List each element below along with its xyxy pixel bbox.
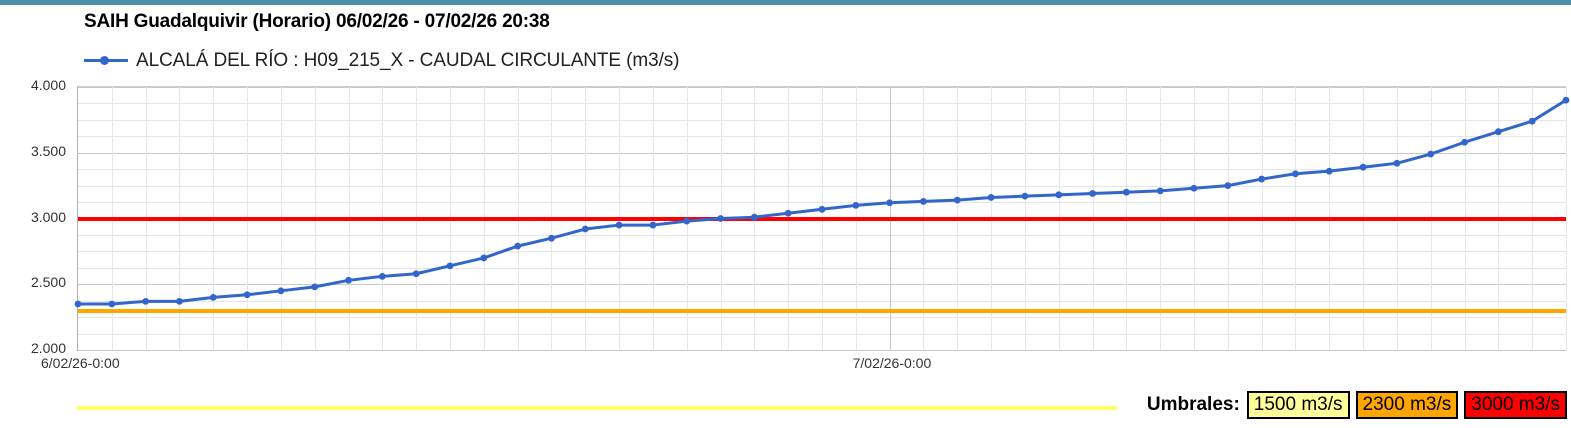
data-point-marker: [1021, 192, 1029, 200]
x-axis-tick-label: 7/02/26-0:00: [852, 355, 932, 371]
y-axis-tick-label: 3.500: [30, 142, 66, 159]
data-point-marker: [1325, 167, 1333, 175]
data-point-marker: [717, 215, 724, 222]
data-point-marker: [1292, 170, 1299, 178]
data-point-marker: [581, 225, 589, 233]
y-axis-tick-label: 3.000: [30, 208, 66, 225]
data-point-marker: [243, 291, 251, 299]
top-accent-bar: [0, 0, 1571, 5]
data-point-marker: [886, 199, 894, 207]
umbral-2300-line: [78, 308, 1566, 313]
data-point-marker: [277, 287, 285, 295]
data-point-marker: [615, 221, 623, 229]
y-axis-tick-label: 4.000: [30, 77, 66, 93]
data-point-marker: [1190, 184, 1198, 192]
data-point-marker: [920, 198, 927, 205]
data-point-marker: [1089, 190, 1096, 197]
data-point-marker: [1055, 191, 1063, 199]
series-polyline: [76, 98, 1568, 306]
data-point-marker: [446, 262, 454, 270]
threshold-badge-3000: 3000 m3/s: [1464, 390, 1567, 420]
data-point-marker: [514, 242, 522, 250]
data-point-marker: [345, 276, 352, 284]
data-point-marker: [1156, 187, 1164, 195]
umbral-3000-line: [78, 216, 1566, 221]
data-point-marker: [649, 221, 657, 229]
data-point-marker: [1258, 175, 1266, 183]
data-point-marker: [1461, 138, 1468, 146]
data-point-marker: [1494, 128, 1502, 136]
page-title: SAIH Guadalquivir (Horario) 06/02/26 - 0…: [84, 11, 550, 32]
data-point-marker: [311, 283, 319, 291]
plot-area: [74, 86, 1570, 351]
data-point-marker: [953, 196, 961, 204]
data-point-marker: [1562, 96, 1570, 104]
data-point-marker: [818, 205, 826, 213]
data-point-marker: [1359, 163, 1367, 171]
data-point-marker: [548, 234, 555, 242]
legend-line-marker-icon: [84, 54, 128, 68]
data-point-marker: [784, 209, 792, 217]
data-point-marker: [480, 254, 488, 262]
data-point-marker: [1122, 188, 1130, 196]
umbral-1500-line: [77, 406, 1117, 410]
threshold-badge-2300: 2300 m3/s: [1355, 390, 1459, 420]
thresholds-legend-label: Umbrales:: [1146, 394, 1240, 415]
gridline-minor-vertical: [1566, 87, 1567, 350]
gridline-major-horizontal: [78, 350, 1566, 351]
data-point-marker: [378, 272, 386, 280]
data-point-marker: [1427, 150, 1435, 158]
data-point-marker: [987, 194, 995, 201]
data-point-marker: [108, 300, 116, 308]
data-point-marker: [852, 201, 860, 209]
series-line-layer: [74, 96, 1570, 308]
data-point-marker: [142, 297, 150, 305]
series-legend: ALCALÁ DEL RÍO : H09_215_X - CAUDAL CIRC…: [84, 50, 680, 72]
y-axis-tick-label: 2.500: [30, 274, 66, 291]
data-point-marker: [412, 270, 420, 278]
data-point-marker: [74, 300, 82, 308]
data-point-marker: [1528, 117, 1536, 125]
y-axis-tick-label: 2.000: [30, 340, 66, 356]
data-point-marker: [683, 217, 691, 225]
thresholds-legend: Umbrales: 1500 m3/s 2300 m3/s 3000 m3/s: [1146, 390, 1567, 420]
legend-series-label: ALCALÁ DEL RÍO : H09_215_X - CAUDAL CIRC…: [136, 50, 680, 71]
data-point-marker: [1393, 159, 1401, 167]
data-point-marker: [176, 297, 183, 305]
data-point-marker: [750, 213, 758, 221]
threshold-badge-1500: 1500 m3/s: [1246, 390, 1350, 420]
data-point-marker: [1224, 182, 1232, 190]
data-point-marker: [209, 294, 217, 301]
x-axis-tick-label: 6/02/26-0:00: [41, 355, 120, 371]
